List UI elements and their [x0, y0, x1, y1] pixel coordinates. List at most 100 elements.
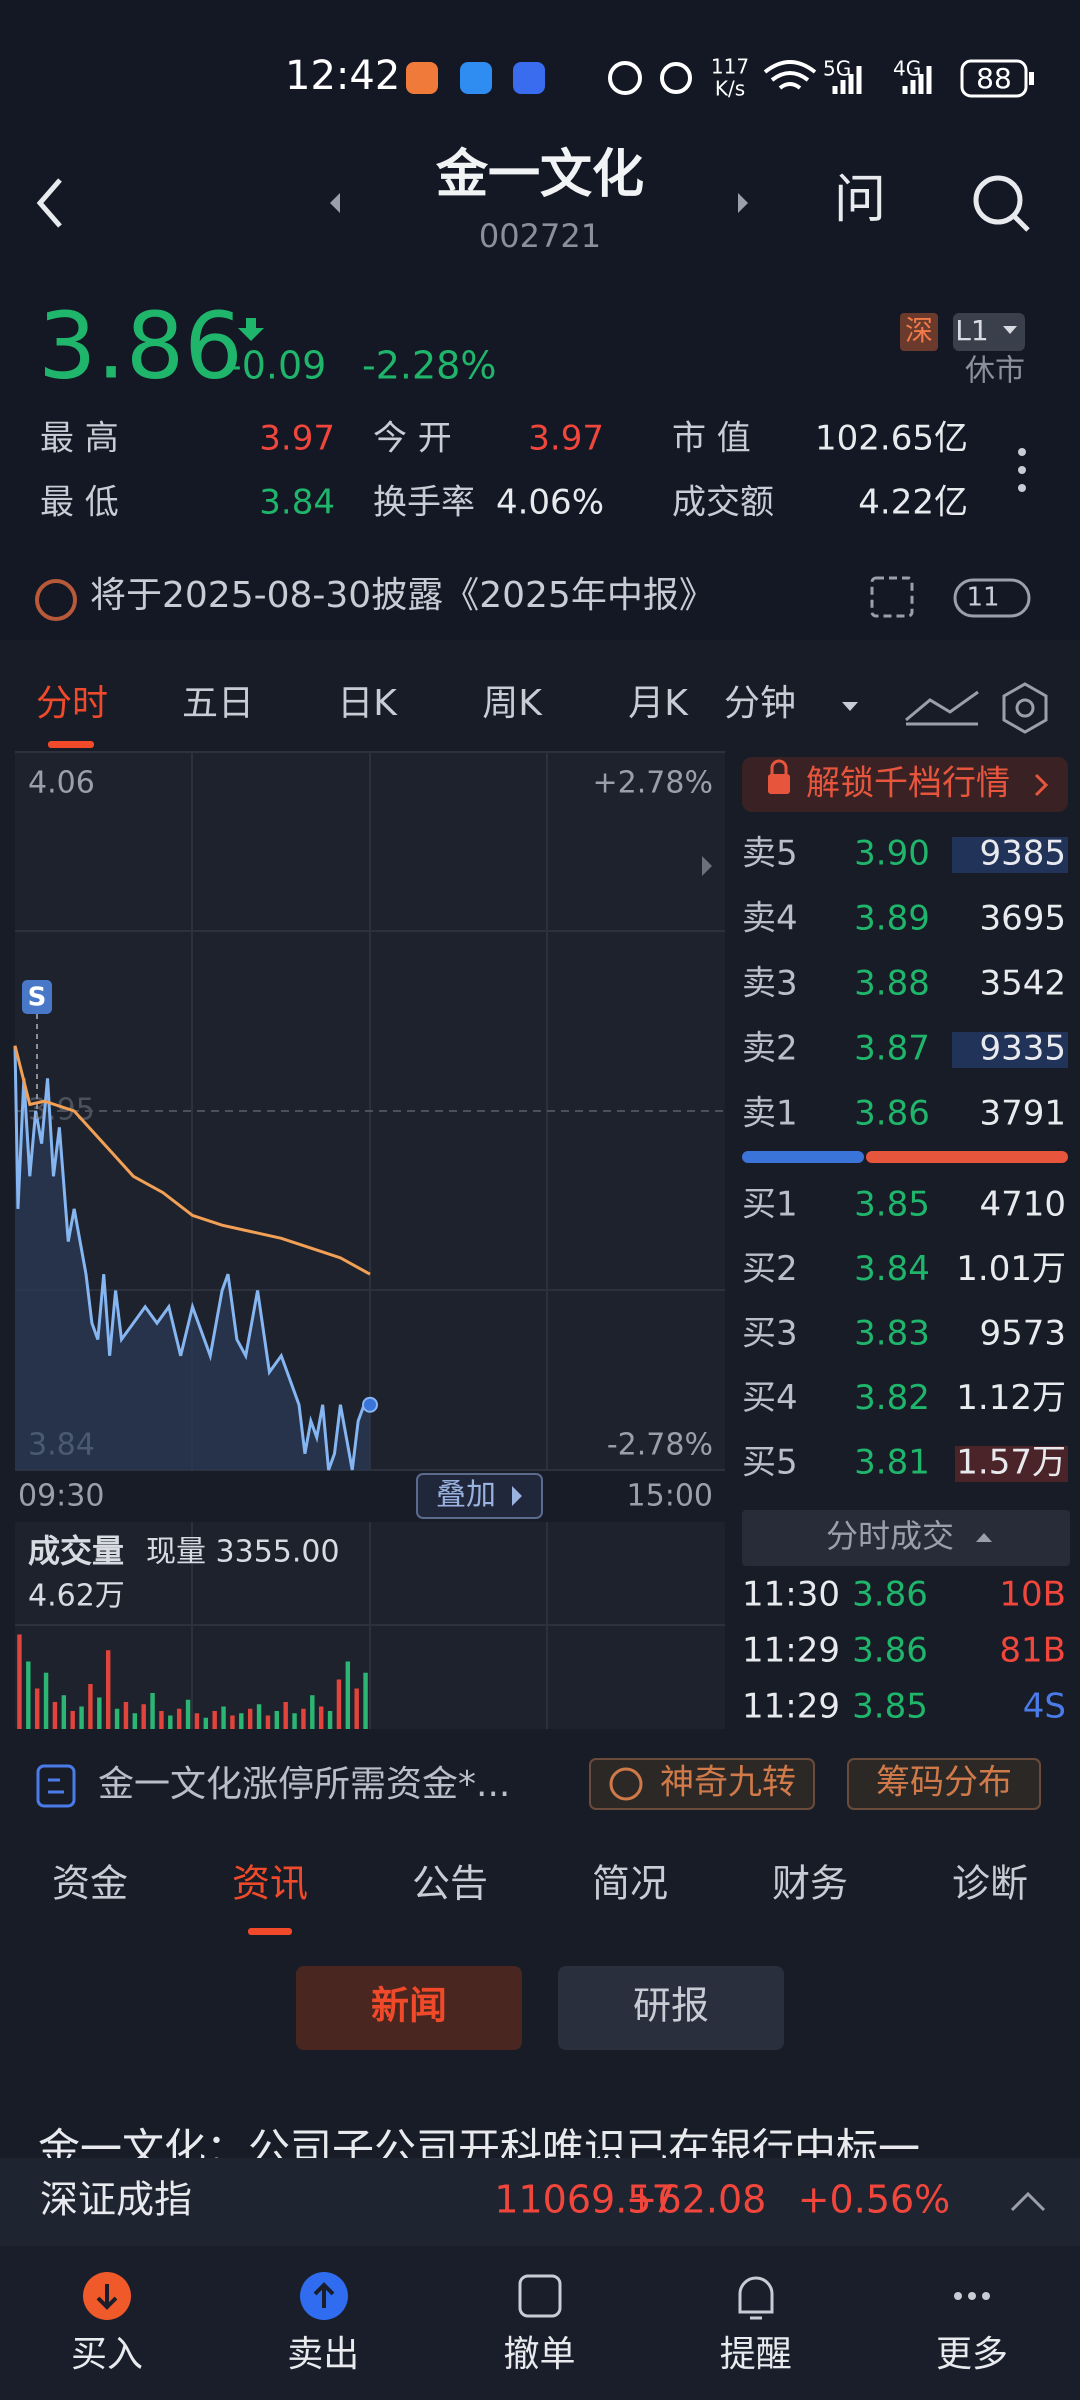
more-dot[interactable]: [1018, 448, 1026, 456]
nav-item[interactable]: 卖出: [287, 2334, 359, 2375]
notice-text[interactable]: 将于2025-08-30披露《2025年中报》: [90, 575, 715, 616]
nav-item[interactable]: 买入: [71, 2334, 143, 2375]
exchange: 深: [905, 314, 933, 347]
tool-button[interactable]: [847, 1758, 1041, 1810]
signal-tag[interactable]: [22, 980, 52, 1014]
chart-tab[interactable]: 五日: [182, 683, 254, 724]
section-tab[interactable]: 资讯: [232, 1862, 308, 1906]
trade-time: 11:30: [742, 1575, 840, 1615]
book-volume: 9335: [979, 1029, 1066, 1069]
tool-button[interactable]: [589, 1758, 815, 1810]
badge-frame[interactable]: [953, 578, 1031, 618]
stat-value: 3.97: [528, 419, 604, 459]
volume-bar: [141, 1704, 146, 1729]
volume-bar: [61, 1695, 67, 1729]
stat-value: 3.84: [259, 483, 335, 523]
app-icon: [513, 62, 545, 94]
volume-highlight: [955, 1446, 1068, 1482]
volume-bar: [327, 1710, 333, 1729]
book-label: 买1: [742, 1185, 798, 1225]
settings-icon[interactable]: [1002, 682, 1048, 734]
section-tab[interactable]: 资金: [52, 1862, 128, 1906]
index-bar[interactable]: [0, 2158, 1080, 2246]
tool-label: 筹码分布: [876, 1763, 1012, 1803]
chart-tab[interactable]: 分钟: [724, 683, 796, 724]
expand-caret[interactable]: [1010, 2191, 1046, 2212]
ask-button[interactable]: 问: [834, 170, 886, 230]
book-volume: 3791: [979, 1094, 1066, 1134]
expand-arrow[interactable]: [702, 856, 712, 876]
overlay-arrow: [512, 1486, 522, 1506]
stat-value: 4.06%: [496, 483, 604, 523]
overlay-button[interactable]: [416, 1473, 543, 1519]
book-volume: 9573: [979, 1314, 1066, 1354]
more-dot[interactable]: [1018, 484, 1026, 492]
search-button[interactable]: [973, 175, 1023, 225]
wifi-icon: [763, 60, 817, 90]
book-label: 卖4: [742, 899, 798, 939]
chart-tab[interactable]: 日K: [337, 683, 398, 724]
volume-bar: [212, 1710, 217, 1729]
sub-tab-inactive[interactable]: [558, 1966, 784, 2050]
volume-bar: [17, 1634, 22, 1729]
trade-time: 11:29: [742, 1631, 840, 1671]
section-tab[interactable]: 简况: [592, 1862, 668, 1906]
clock: 12:42: [285, 53, 400, 99]
nav-item[interactable]: 更多: [936, 2334, 1008, 2375]
add-icon[interactable]: [870, 576, 914, 618]
back-button[interactable]: [36, 178, 62, 228]
news-icon-lines: [48, 1778, 64, 1794]
volume-bar: [239, 1713, 244, 1729]
trades-title: 分时成交: [826, 1517, 954, 1555]
level-tag[interactable]: [953, 313, 1025, 351]
volume-bar: [247, 1708, 253, 1729]
book-label: 买3: [742, 1314, 798, 1354]
indicator-icon[interactable]: [905, 690, 979, 726]
volume-bar: [301, 1708, 306, 1729]
next-stock[interactable]: [738, 193, 748, 213]
level-caret: [1003, 326, 1017, 334]
book-volume: 9385: [979, 834, 1066, 874]
volume-current[interactable]: 现量 3355.00: [146, 1535, 340, 1570]
section-tab[interactable]: 财务: [772, 1862, 848, 1906]
stat-value: 3.97: [259, 419, 335, 459]
volume-bar: [354, 1688, 359, 1729]
bottom-nav: [0, 2246, 1080, 2400]
more-dot[interactable]: [1018, 466, 1026, 474]
volume-bar: [132, 1713, 138, 1729]
price-line: [13, 1045, 370, 1471]
ratio-bar-buy: [866, 1151, 1068, 1163]
prev-stock[interactable]: [330, 193, 340, 213]
trade-price: 3.85: [852, 1687, 928, 1727]
alarm-icon: [608, 61, 642, 95]
tool-icon: [609, 1767, 643, 1801]
unlock-button[interactable]: [742, 757, 1068, 812]
volume-bar: [283, 1701, 288, 1729]
sub-tab-active[interactable]: [296, 1966, 522, 2050]
nav-item[interactable]: 撤单: [503, 2334, 575, 2375]
book-price: 3.82: [854, 1378, 930, 1418]
sub-tab: 新闻: [371, 1984, 447, 2028]
tool-label: 神奇九转: [660, 1763, 796, 1803]
book-price: 3.87: [854, 1029, 930, 1069]
volume-bar: [203, 1717, 209, 1729]
chart-tab[interactable]: 分时: [36, 683, 108, 724]
volume-bar: [363, 1672, 368, 1729]
sell-icon-arrow: [313, 2282, 335, 2308]
nav-item[interactable]: 提醒: [720, 2334, 792, 2375]
news-strip-text[interactable]: 金一文化涨停所需资金*...: [98, 1764, 510, 1805]
nav-items: 买入 卖出 撤单 提醒 更多: [71, 2334, 1008, 2375]
trades-header[interactable]: [742, 1510, 1070, 1566]
section-tab[interactable]: 公告: [412, 1862, 488, 1906]
chart-tab[interactable]: 月K: [628, 683, 689, 724]
book-label: 买2: [742, 1249, 798, 1289]
trades: 11:30 3.86 10B 11:29 3.86 81B 11:29 3.85 4S: [742, 1575, 1066, 1727]
mute-icon: [660, 62, 692, 94]
section-tab[interactable]: 诊断: [952, 1862, 1028, 1906]
book-label: 卖3: [742, 964, 798, 1004]
index-name: 深证成指: [40, 2178, 192, 2222]
tab-underline: [48, 741, 94, 748]
chart-tab[interactable]: 周K: [482, 683, 543, 724]
volume-title: 成交量: [28, 1532, 124, 1570]
